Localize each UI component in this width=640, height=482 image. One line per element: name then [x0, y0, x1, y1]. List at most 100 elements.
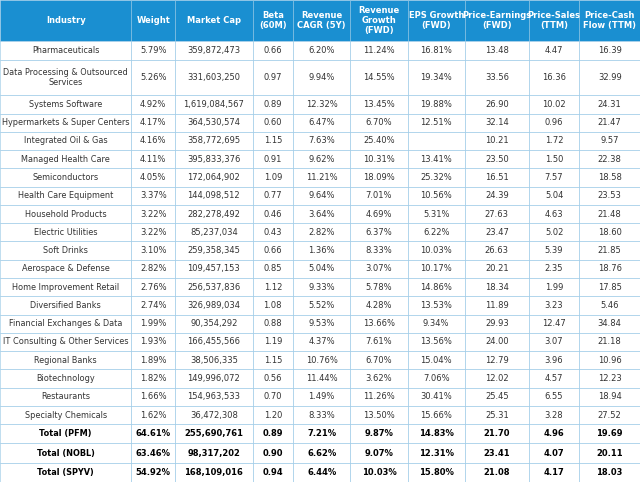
- Bar: [131, 114, 175, 132]
- Bar: [253, 296, 293, 315]
- Text: 0.88: 0.88: [264, 319, 282, 328]
- Bar: [253, 388, 293, 406]
- Text: 15.04%: 15.04%: [420, 356, 452, 365]
- Bar: [408, 132, 465, 150]
- Bar: [579, 315, 640, 333]
- Text: 172,064,902: 172,064,902: [188, 173, 240, 182]
- Bar: [0, 132, 131, 150]
- Text: 15.66%: 15.66%: [420, 411, 452, 420]
- Bar: [529, 132, 579, 150]
- Text: 1.08: 1.08: [264, 301, 282, 310]
- Bar: [293, 260, 350, 278]
- Text: 18.60: 18.60: [598, 228, 621, 237]
- Text: 282,278,492: 282,278,492: [188, 210, 241, 218]
- Text: 18.76: 18.76: [598, 265, 621, 273]
- Text: 10.03%: 10.03%: [362, 468, 396, 477]
- Text: 144,098,512: 144,098,512: [188, 191, 240, 201]
- Text: 16.81%: 16.81%: [420, 46, 452, 55]
- Text: 10.96: 10.96: [598, 356, 621, 365]
- Text: 6.62%: 6.62%: [307, 449, 336, 457]
- Bar: [579, 369, 640, 388]
- Text: Price-Earnings
(FWD): Price-Earnings (FWD): [462, 11, 531, 30]
- Bar: [408, 223, 465, 241]
- Bar: [175, 150, 253, 168]
- Text: 23.41: 23.41: [484, 449, 510, 457]
- Bar: [0, 187, 131, 205]
- Text: 4.16%: 4.16%: [140, 136, 166, 146]
- Text: 0.90: 0.90: [262, 449, 283, 457]
- Bar: [408, 369, 465, 388]
- Bar: [408, 114, 465, 132]
- Bar: [293, 424, 350, 443]
- Text: Managed Health Care: Managed Health Care: [21, 155, 110, 164]
- Bar: [408, 278, 465, 296]
- Text: 16.39: 16.39: [598, 46, 621, 55]
- Bar: [253, 406, 293, 424]
- Text: Revenue
CAGR (5Y): Revenue CAGR (5Y): [298, 11, 346, 30]
- Bar: [0, 0, 131, 41]
- Bar: [293, 443, 350, 463]
- Text: 154,963,533: 154,963,533: [188, 392, 241, 402]
- Bar: [579, 278, 640, 296]
- Bar: [131, 168, 175, 187]
- Text: 7.61%: 7.61%: [365, 337, 392, 347]
- Bar: [175, 463, 253, 482]
- Text: 21.18: 21.18: [598, 337, 621, 347]
- Text: Electric Utilities: Electric Utilities: [34, 228, 97, 237]
- Text: 1.66%: 1.66%: [140, 392, 166, 402]
- Text: Systems Software: Systems Software: [29, 100, 102, 109]
- Bar: [131, 443, 175, 463]
- Text: 9.57: 9.57: [600, 136, 619, 146]
- Bar: [350, 333, 408, 351]
- Bar: [465, 315, 529, 333]
- Text: 1.15: 1.15: [264, 356, 282, 365]
- Text: 33.56: 33.56: [485, 73, 509, 82]
- Text: 4.69%: 4.69%: [365, 210, 392, 218]
- Bar: [465, 187, 529, 205]
- Text: 5.26%: 5.26%: [140, 73, 166, 82]
- Bar: [293, 60, 350, 95]
- Text: 6.70%: 6.70%: [365, 118, 392, 127]
- Bar: [253, 60, 293, 95]
- Bar: [175, 406, 253, 424]
- Text: Restaurants: Restaurants: [41, 392, 90, 402]
- Text: 9.94%: 9.94%: [308, 73, 335, 82]
- Bar: [253, 168, 293, 187]
- Bar: [175, 187, 253, 205]
- Text: 18.94: 18.94: [598, 392, 621, 402]
- Bar: [408, 406, 465, 424]
- Text: 10.02: 10.02: [542, 100, 566, 109]
- Text: Home Improvement Retail: Home Improvement Retail: [12, 282, 119, 292]
- Bar: [350, 223, 408, 241]
- Bar: [350, 443, 408, 463]
- Bar: [465, 388, 529, 406]
- Text: 1.89%: 1.89%: [140, 356, 166, 365]
- Text: 3.22%: 3.22%: [140, 228, 166, 237]
- Text: 1.62%: 1.62%: [140, 411, 166, 420]
- Text: 0.91: 0.91: [264, 155, 282, 164]
- Bar: [579, 132, 640, 150]
- Text: 4.96: 4.96: [544, 429, 564, 438]
- Text: 12.02: 12.02: [485, 374, 509, 383]
- Bar: [579, 95, 640, 114]
- Bar: [529, 95, 579, 114]
- Bar: [465, 333, 529, 351]
- Bar: [0, 406, 131, 424]
- Text: 331,603,250: 331,603,250: [188, 73, 241, 82]
- Bar: [293, 351, 350, 369]
- Text: 5.04%: 5.04%: [308, 265, 335, 273]
- Text: 7.01%: 7.01%: [365, 191, 392, 201]
- Text: 24.31: 24.31: [598, 100, 621, 109]
- Bar: [579, 260, 640, 278]
- Text: 30.41%: 30.41%: [420, 392, 452, 402]
- Text: 3.37%: 3.37%: [140, 191, 166, 201]
- Bar: [529, 388, 579, 406]
- Text: 25.45: 25.45: [485, 392, 509, 402]
- Bar: [529, 333, 579, 351]
- Text: 4.17%: 4.17%: [140, 118, 166, 127]
- Bar: [529, 369, 579, 388]
- Text: 255,690,761: 255,690,761: [184, 429, 243, 438]
- Text: 0.46: 0.46: [264, 210, 282, 218]
- Text: 395,833,376: 395,833,376: [188, 155, 241, 164]
- Text: 21.08: 21.08: [484, 468, 510, 477]
